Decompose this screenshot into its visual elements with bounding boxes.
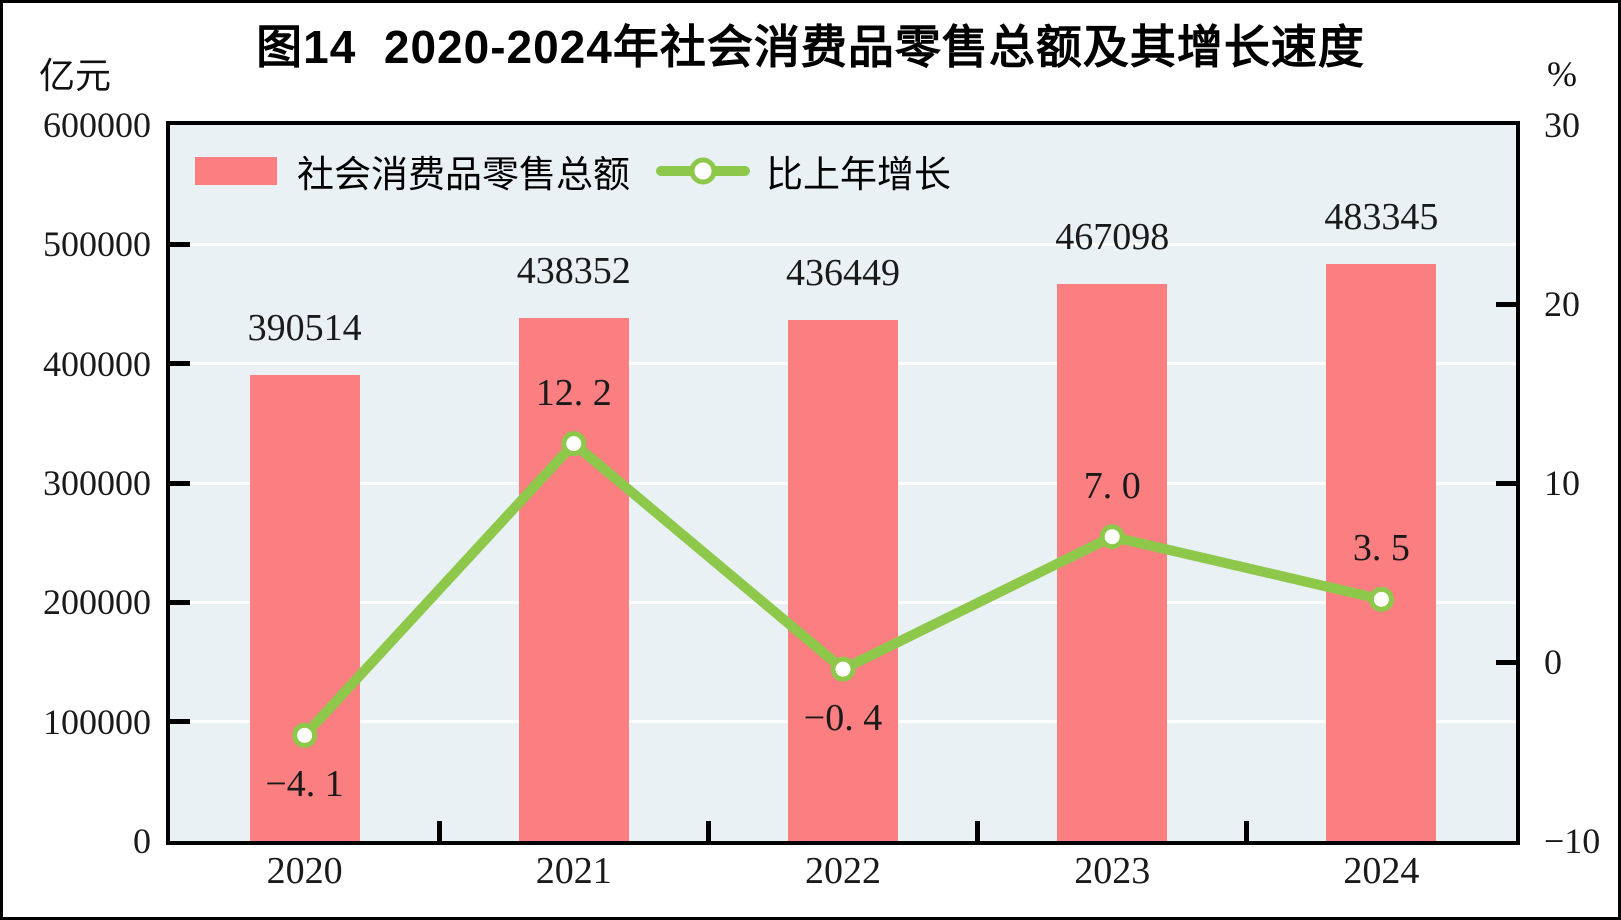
growth-marker-2024 xyxy=(1368,586,1394,612)
growth-marker-2020 xyxy=(292,722,318,748)
bar-2021 xyxy=(518,317,629,841)
right-axis-tick-mark xyxy=(1496,659,1516,665)
right-axis-tick-label: 20 xyxy=(1544,284,1580,324)
growth-line-layer xyxy=(292,431,1394,748)
growth-line xyxy=(299,438,1387,741)
x-axis-label-2022: 2022 xyxy=(805,850,881,892)
plot-area: 390514 438352 436449 467098 483345 −4. 1 12. 2… xyxy=(166,121,1520,845)
x-axis-tick-mark xyxy=(436,821,442,841)
legend-bar-label: 社会消费品零售总额 xyxy=(297,154,630,195)
growth-marker-2022 xyxy=(830,656,856,682)
growth-value-label-2021: 12. 2 xyxy=(535,371,612,414)
legend-bar-swatch-icon xyxy=(195,157,277,185)
right-axis-tick-mark xyxy=(1496,480,1516,486)
growth-value-label-2023: 7. 0 xyxy=(1083,464,1141,507)
bar-2024 xyxy=(1326,264,1437,841)
bar-value-label-2024: 483345 xyxy=(1324,196,1439,239)
bar-value-label-2020: 390514 xyxy=(247,306,362,349)
x-axis-label-2023: 2023 xyxy=(1074,850,1151,892)
growth-value-label-2022: −0. 4 xyxy=(803,697,883,740)
plot-inner: 390514 438352 436449 467098 483345 −4. 1 12. 2… xyxy=(170,125,1516,841)
growth-marker-2023 xyxy=(1099,524,1125,550)
left-axis-tick-mark xyxy=(170,241,190,247)
left-axis-tick-mark xyxy=(170,719,190,725)
legend-line-swatch-icon xyxy=(656,157,750,185)
x-axis-tick-mark xyxy=(705,821,711,841)
left-axis-tick-label: 100000 xyxy=(43,701,151,742)
right-axis-tick-label: −10 xyxy=(1544,821,1601,861)
x-axis-tick-mark xyxy=(975,821,981,841)
growth-value-label-2020: −4. 1 xyxy=(265,763,344,806)
x-axis-label-2024: 2024 xyxy=(1343,850,1420,892)
legend-line-label: 比上年增长 xyxy=(766,154,951,195)
bar-2023 xyxy=(1057,283,1168,841)
right-axis-tick-label: 30 xyxy=(1544,105,1580,145)
left-axis-tick-mark xyxy=(170,361,190,367)
left-axis-tick-label: 500000 xyxy=(43,224,151,265)
left-axis-tick-mark xyxy=(170,599,190,605)
bar-value-label-2021: 438352 xyxy=(516,249,631,292)
bar-value-label-2023: 467098 xyxy=(1055,215,1170,258)
bar-2020 xyxy=(249,374,360,841)
x-axis-label-2021: 2021 xyxy=(535,850,612,892)
left-axis-tick-label: 600000 xyxy=(43,105,151,145)
left-axis-tick-label: 200000 xyxy=(43,582,151,623)
bar-value-label-2022: 436449 xyxy=(786,252,900,295)
left-axis-unit: 亿元 xyxy=(39,55,112,96)
right-axis-tick-label: 0 xyxy=(1544,642,1562,682)
legend-line-marker-icon xyxy=(689,157,717,185)
chart-title: 图14 2020-2024年社会消费品零售总额及其增长速度 xyxy=(256,21,1365,73)
right-axis-unit: % xyxy=(1547,54,1577,94)
right-axis-tick-mark xyxy=(1496,301,1516,307)
growth-value-label-2024: 3. 5 xyxy=(1352,527,1410,570)
growth-marker-2021 xyxy=(561,431,587,457)
legend: 社会消费品零售总额 比上年增长 xyxy=(195,149,951,195)
x-axis-label-2020: 2020 xyxy=(266,850,343,892)
gridline xyxy=(170,242,1516,246)
x-axis-tick-mark xyxy=(1244,821,1250,841)
left-axis-tick-label: 0 xyxy=(133,821,151,861)
left-axis-tick-mark xyxy=(170,480,190,486)
right-axis-tick-label: 10 xyxy=(1544,463,1580,503)
left-axis-tick-label: 300000 xyxy=(43,463,151,503)
bar-2022 xyxy=(788,320,898,841)
left-axis-tick-label: 400000 xyxy=(43,343,151,384)
